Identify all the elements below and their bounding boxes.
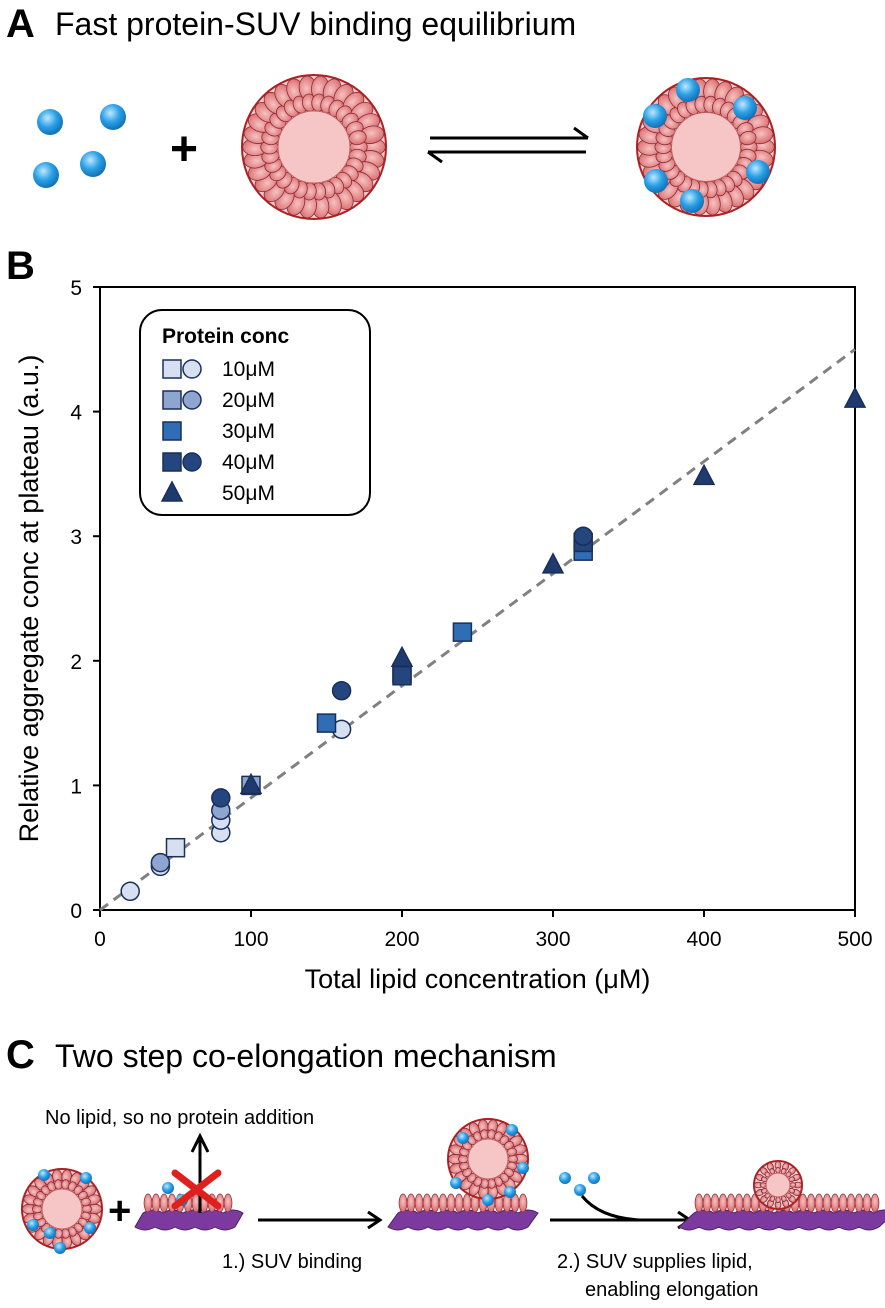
legend-marker-triangle (160, 480, 184, 502)
data-point-square (165, 837, 186, 858)
panel-a-diagram: + (33, 74, 776, 220)
legend-marker-circle (182, 390, 202, 410)
legend-label: 20μM (222, 389, 275, 412)
vesicle-bound-to-fibril (447, 1118, 529, 1206)
plus-sign: + (108, 1189, 131, 1233)
legend-label: 10μM (222, 358, 275, 381)
vesicle-with-bound-protein (21, 1168, 103, 1254)
step-2-label-line-2: enabling elongation (585, 1279, 759, 1301)
x-tick-label: 300 (535, 928, 570, 951)
cross-icon (171, 1169, 222, 1210)
legend-label: 50μM (222, 482, 275, 505)
legend-marker-square (162, 421, 182, 441)
no-lipid-note: No lipid, so no protein addition (45, 1107, 314, 1129)
legend-label: 30μM (222, 420, 275, 443)
data-point-circle (573, 526, 593, 546)
data-point-square (392, 666, 412, 686)
y-axis-label: Relative aggregate conc at plateau (a.u.… (14, 355, 44, 843)
step-1-label: 1.) SUV binding (222, 1251, 362, 1273)
legend-marker-circle (182, 452, 202, 472)
x-tick-label: 400 (686, 928, 721, 951)
data-point-circle (150, 852, 171, 873)
vesicle (241, 74, 387, 220)
legend-marker-square (162, 359, 182, 379)
depleted-vesicle (753, 1160, 803, 1210)
legend-marker-square (162, 452, 182, 472)
data-point-square (452, 622, 473, 642)
arrow-step-1 (258, 1210, 383, 1230)
data-point-triangle (239, 772, 263, 795)
x-tick-label: 0 (94, 928, 106, 951)
plus-sign: + (170, 123, 198, 176)
data-point-triangle (541, 552, 565, 574)
data-point-circle (211, 788, 231, 808)
legend-label: 40μM (222, 451, 275, 474)
free-proteins (33, 104, 126, 188)
x-tick-label: 500 (837, 928, 872, 951)
legend-title: Protein conc (162, 325, 290, 348)
y-tick-label: 5 (70, 277, 82, 300)
y-tick-label: 2 (70, 651, 82, 674)
scatter-chart: 0 100 200 300 400 500 0 1 2 3 4 5 Protein conc 10μM 2… (14, 277, 873, 994)
panel-a-title: Fast protein-SUV binding equilibrium (55, 6, 577, 42)
equilibrium-arrows (427, 126, 589, 164)
panel-a-letter: A (6, 2, 35, 46)
data-point-triangle (390, 645, 414, 668)
x-tick-label: 100 (233, 928, 268, 951)
data-point-square (316, 713, 337, 733)
blocked-addition (162, 1132, 222, 1213)
data-point-circle (120, 881, 140, 902)
panel-c-title: Two step co-elongation mechanism (55, 1038, 557, 1074)
vesicle-with-bound-protein (636, 77, 776, 217)
x-axis-label: Total lipid concentration (μM) (305, 964, 651, 994)
y-tick-label: 0 (70, 900, 82, 923)
data-point-triangle (843, 386, 867, 408)
step-2-label-line-1: 2.) SUV supplies lipid, (557, 1251, 753, 1273)
panel-c-letter: C (6, 1033, 35, 1077)
y-tick-label: 4 (70, 402, 82, 425)
panel-c-diagram: No lipid, so no protein addition + 1.) S… (21, 1107, 885, 1301)
y-tick-label: 1 (70, 775, 82, 798)
panel-b-letter: B (6, 244, 35, 288)
data-point-triangle (692, 463, 716, 486)
plot-frame (99, 286, 856, 911)
arrow-step-2 (550, 1172, 693, 1230)
fibril (387, 1193, 539, 1231)
legend-marker-circle (182, 359, 202, 379)
data-point-circle (331, 680, 352, 701)
legend-marker-square (162, 390, 182, 410)
x-tick-label: 200 (384, 928, 419, 951)
y-tick-label: 3 (70, 526, 82, 549)
